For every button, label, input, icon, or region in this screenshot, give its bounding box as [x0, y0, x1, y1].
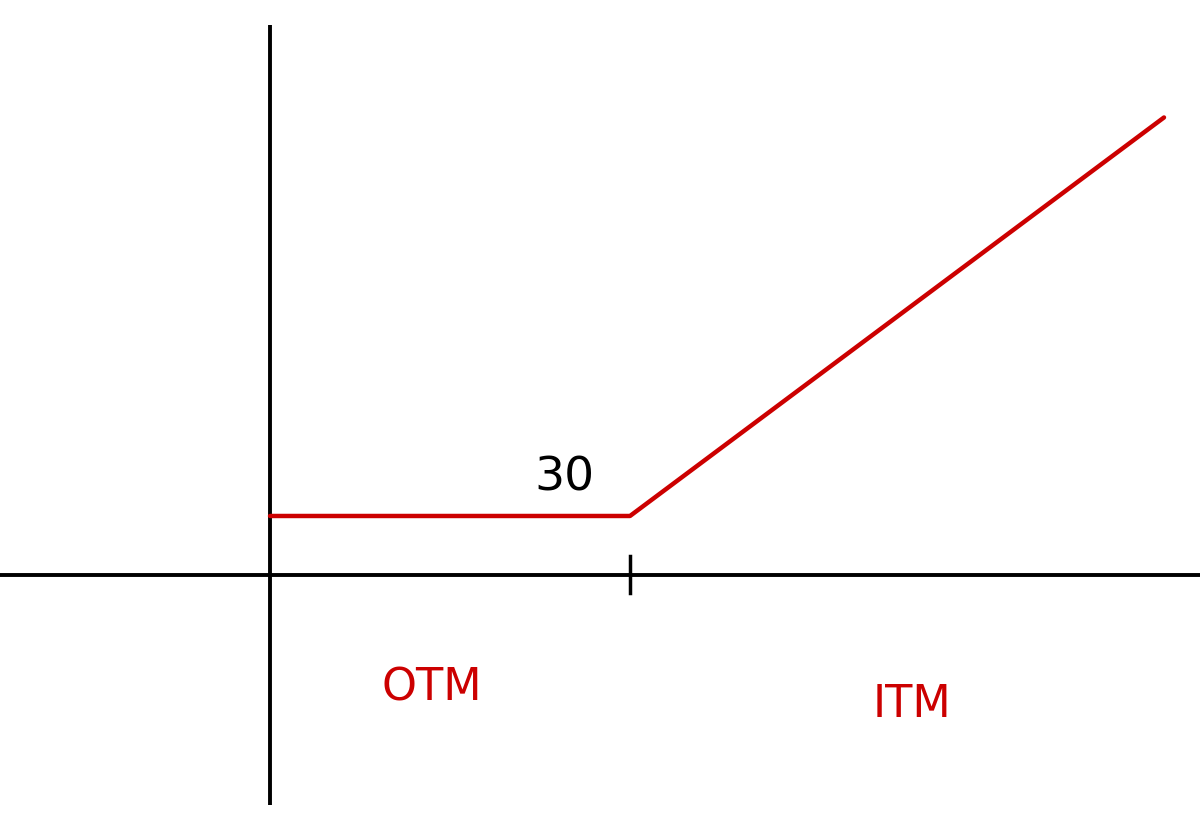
Text: ITM: ITM	[872, 683, 952, 727]
Text: OTM: OTM	[382, 666, 482, 710]
Text: 30: 30	[534, 456, 594, 501]
